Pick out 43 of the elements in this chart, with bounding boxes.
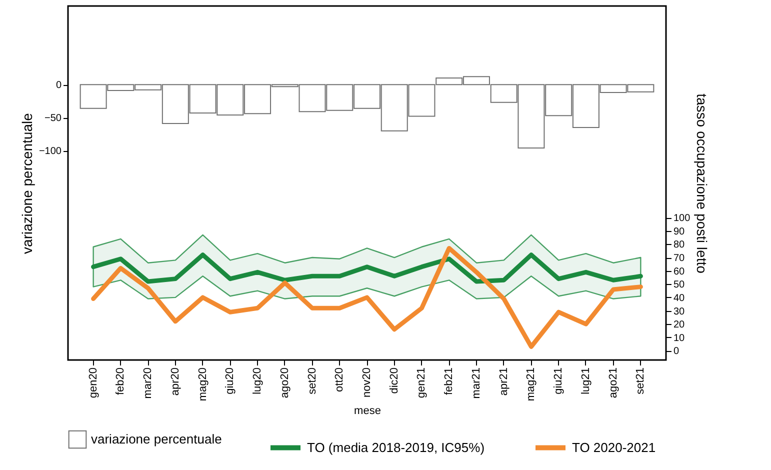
y2-tick-label: 40: [674, 292, 686, 304]
y2-tick-label: 90: [674, 226, 686, 238]
legend-label: variazione percentuale: [91, 432, 222, 446]
x-tick-label: gen21: [416, 368, 428, 398]
x-tick-label: giu20: [224, 368, 236, 394]
y2-tick-label: 100: [674, 213, 691, 224]
line-series: [91, 246, 643, 349]
line-series: [91, 252, 643, 284]
x-axis-title: mese: [354, 405, 381, 418]
legend-label: TO 2020-2021: [572, 440, 656, 455]
y2-axis-title: tasso occupazione posti letto: [694, 94, 710, 274]
y-tick-label: −50: [44, 113, 62, 124]
x-tick-label: mar21: [470, 368, 482, 399]
y2-tick-label: 30: [674, 306, 686, 318]
x-tick-label: apr20: [169, 368, 182, 396]
x-tick-label: mag20: [196, 368, 209, 402]
y2-tick-label: 10: [674, 332, 686, 344]
y2-tick-label: 50: [674, 280, 686, 291]
x-tick-label: apr21: [498, 368, 510, 396]
y-tick-label: 0: [56, 80, 62, 92]
y-tick-label: −100: [38, 146, 62, 158]
y2-tick-label: 20: [674, 320, 686, 331]
x-tick-label: feb21: [443, 368, 456, 396]
x-tick-label: set20: [306, 368, 318, 394]
x-tick-label: set21: [634, 368, 647, 394]
x-tick-label: nov20: [361, 368, 373, 398]
y2-tick-label: 80: [674, 240, 686, 251]
y-axis-title: variazione percentuale: [18, 112, 35, 254]
x-tick-label: mar20: [142, 368, 154, 399]
y2-tick-label: 60: [674, 266, 686, 278]
x-tick-label: feb20: [114, 368, 127, 396]
y2-tick-label: 70: [674, 253, 686, 264]
x-tick-label: giu21: [552, 368, 565, 394]
x-tick-label: ott20: [334, 368, 346, 392]
x-tick-label: mag21: [525, 368, 538, 402]
legend-label: TO (media 2018-2019, IC95%): [307, 440, 485, 455]
x-tick-label: lug20: [252, 368, 264, 394]
x-tick-label: ago20: [278, 368, 291, 398]
x-tick-label: lug21: [580, 368, 592, 394]
x-tick-label: gen20: [87, 368, 100, 398]
y2-tick-label: 0: [674, 346, 680, 358]
x-tick-label: dic20: [388, 368, 400, 394]
x-tick-label: ago21: [607, 368, 620, 398]
